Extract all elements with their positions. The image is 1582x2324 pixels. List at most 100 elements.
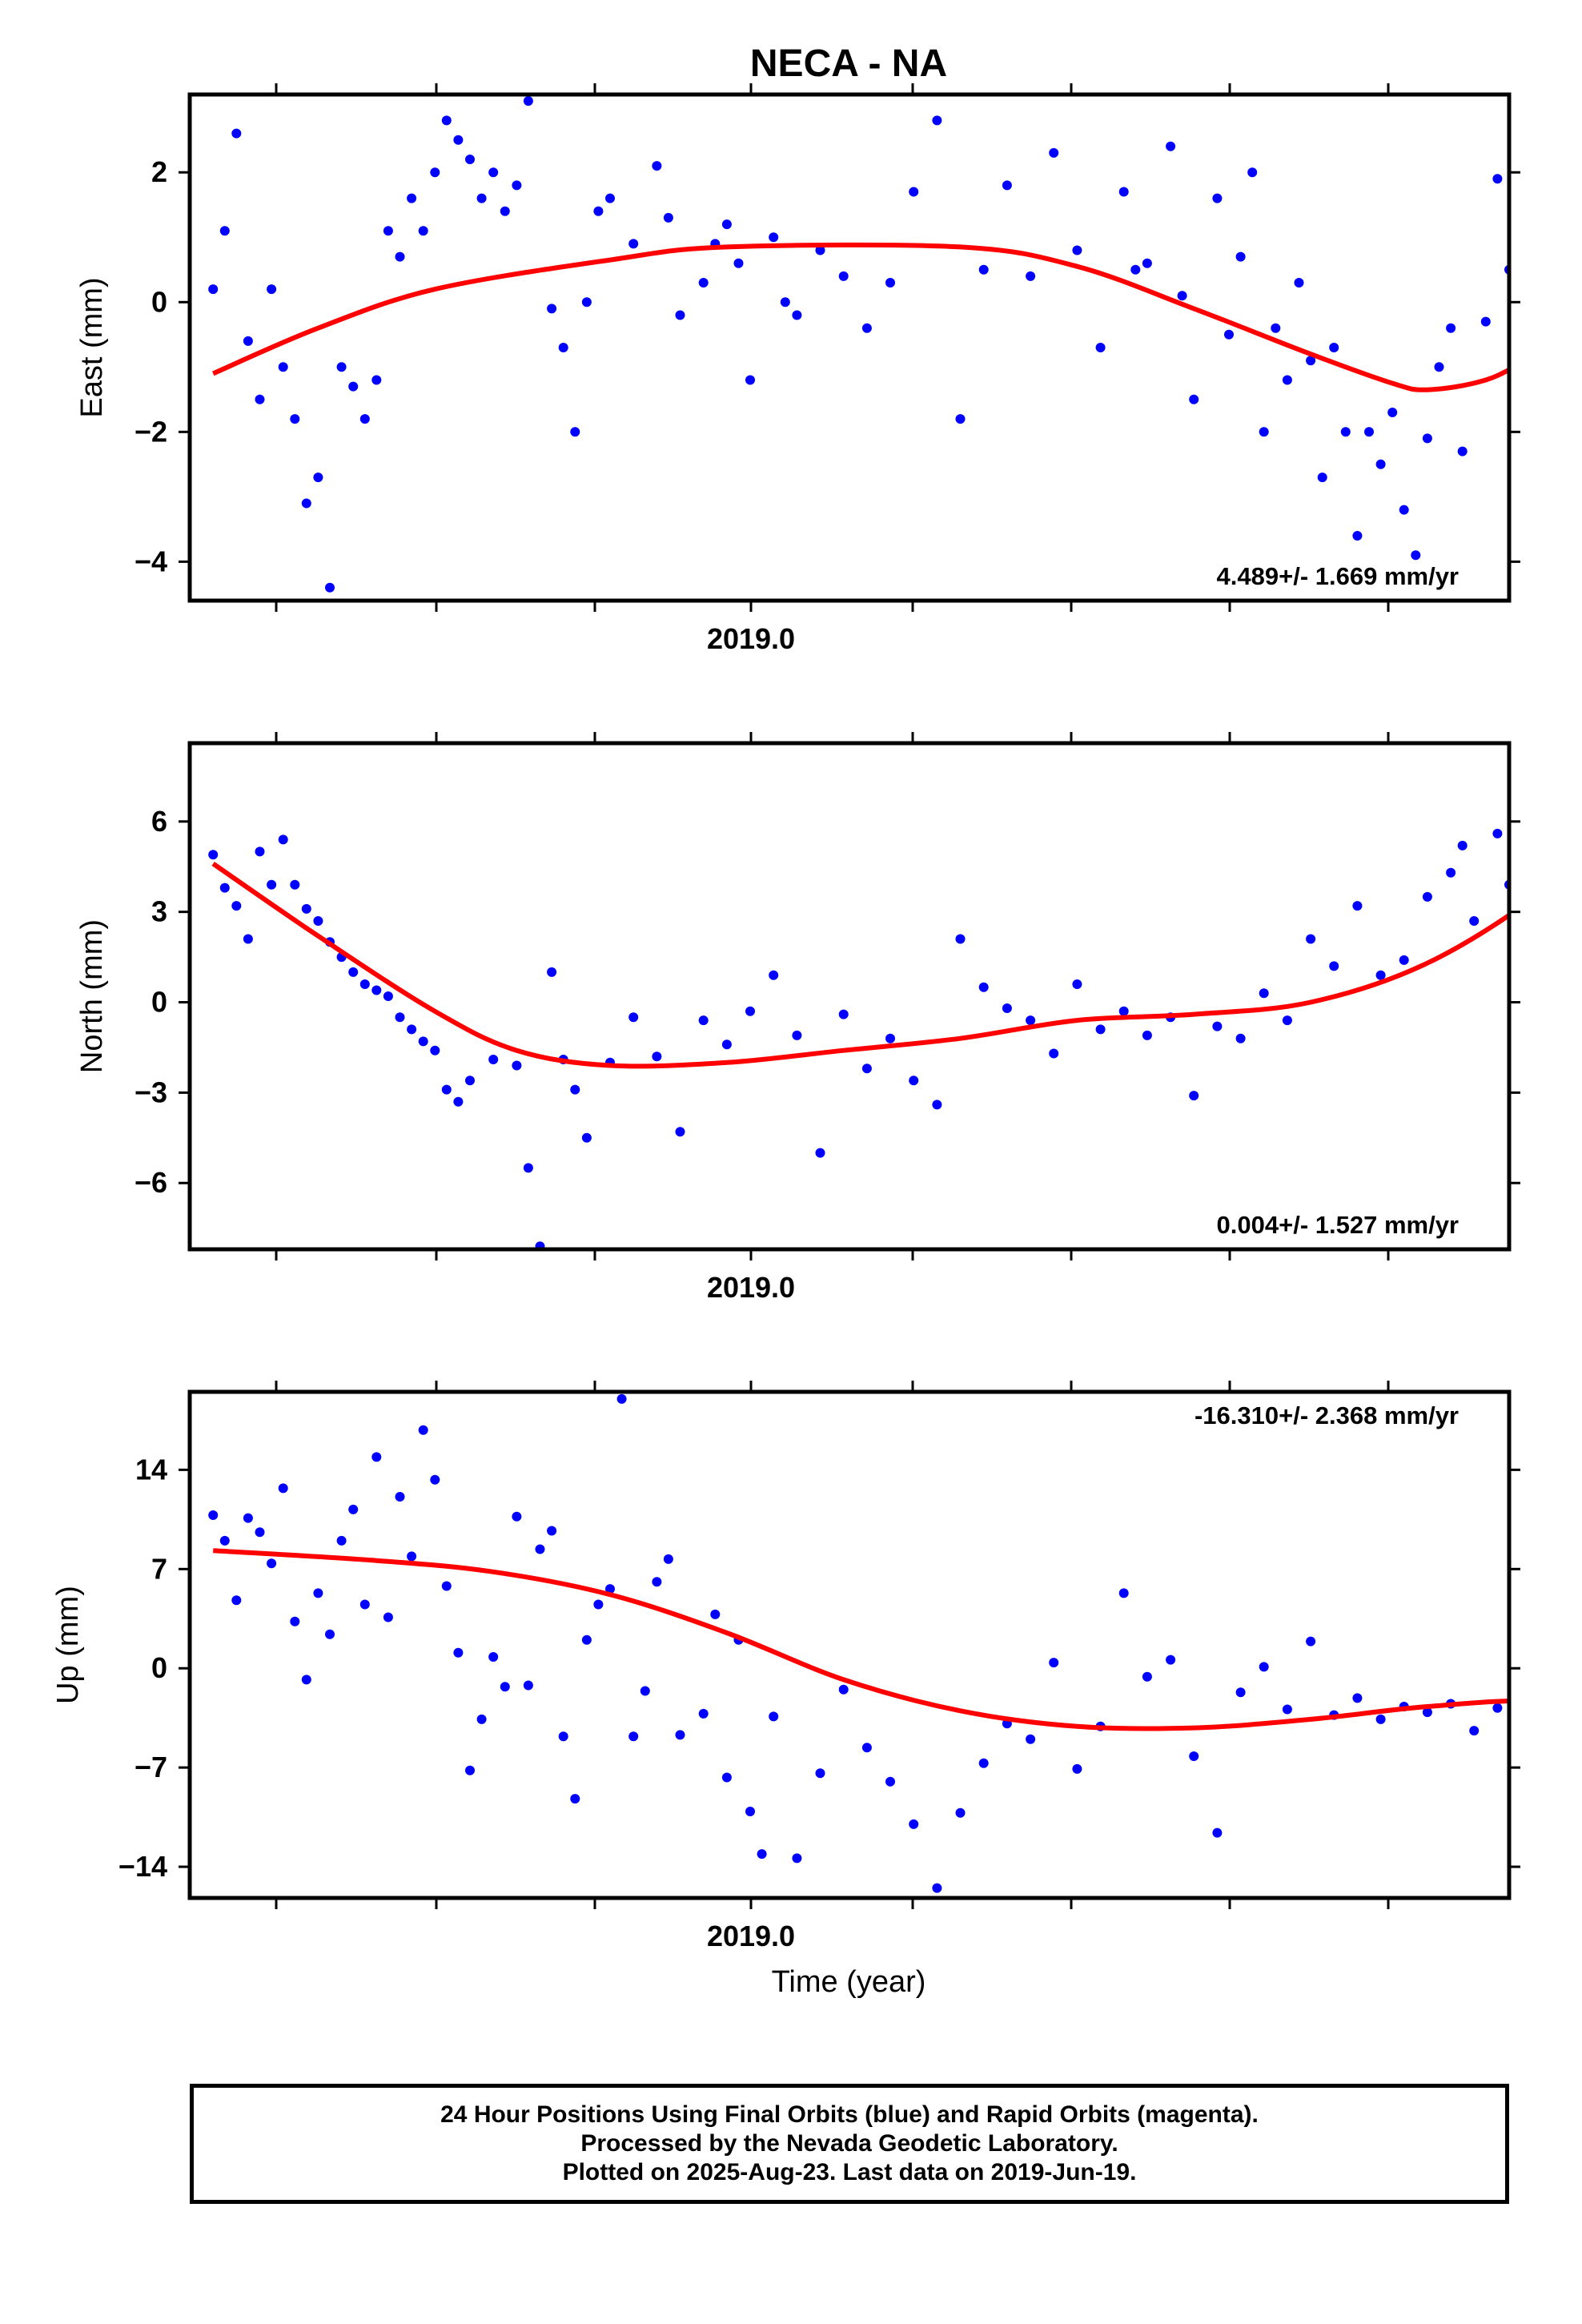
east-point [255, 394, 265, 404]
east-point [383, 226, 393, 236]
east-point [1434, 362, 1444, 372]
east-point [1457, 446, 1468, 456]
up-point [593, 1599, 604, 1610]
up-point [721, 1772, 732, 1783]
up-point [698, 1708, 709, 1719]
up-point [1259, 1662, 1269, 1672]
east-point [1411, 550, 1421, 561]
up-points [208, 1393, 1549, 1893]
up-point [932, 1883, 942, 1893]
east-point [815, 245, 825, 255]
east-point [395, 251, 405, 262]
up-point [301, 1675, 311, 1685]
north-point [745, 1006, 755, 1016]
north-point [441, 1084, 452, 1095]
up-y-tick-label: −14 [118, 1850, 167, 1883]
north-point [418, 1036, 428, 1047]
north-point [1528, 798, 1537, 808]
up-point [267, 1558, 277, 1569]
east-point [1375, 459, 1386, 469]
panel-north: 2019.0 −6 −3 0 3 6 North (mm) 0.004+/- 1.527 mm… [75, 732, 1582, 1304]
east-point [780, 297, 790, 308]
east-point [313, 472, 323, 483]
up-point [219, 1535, 230, 1546]
east-point [301, 498, 311, 509]
north-point [1282, 1015, 1292, 1026]
east-point [231, 128, 242, 139]
north-point [1446, 867, 1456, 878]
up-point [1540, 1757, 1549, 1767]
up-point [500, 1682, 510, 1692]
north-point [1575, 829, 1582, 838]
east-point [1271, 323, 1281, 333]
up-point [371, 1452, 382, 1462]
up-point [1166, 1655, 1176, 1665]
east-point [243, 336, 253, 346]
east-point [441, 115, 452, 126]
north-point [395, 1012, 405, 1023]
panel-east: 2019.0 −4 −2 0 2 East (mm) 4.489+/- 1.669 mm/y… [75, 83, 1572, 655]
up-point [745, 1807, 755, 1816]
up-point [663, 1554, 673, 1564]
up-point [1212, 1827, 1223, 1838]
north-point [698, 1015, 709, 1026]
north-point [453, 1096, 464, 1107]
up-point [348, 1504, 359, 1514]
north-point [313, 916, 323, 926]
up-point [476, 1714, 487, 1724]
up-y-axis-label: Up (mm) [51, 1586, 85, 1704]
up-point [570, 1794, 580, 1804]
east-point [1130, 264, 1141, 275]
north-y-tick-label: 0 [151, 986, 167, 1019]
north-point [978, 982, 989, 992]
up-point [278, 1483, 288, 1494]
up-point [1072, 1763, 1082, 1774]
up-point [313, 1588, 323, 1598]
up-point [616, 1393, 627, 1404]
east-point [955, 414, 966, 424]
x-axis-label: Time (year) [772, 1965, 926, 1999]
east-point [1480, 316, 1491, 327]
north-point [1399, 955, 1409, 965]
east-point [663, 212, 673, 223]
north-point [243, 934, 253, 944]
east-point [1563, 330, 1572, 340]
north-point [885, 1033, 895, 1043]
up-point [1352, 1693, 1363, 1703]
east-point [581, 297, 592, 308]
up-point [336, 1535, 347, 1546]
up-point [1422, 1707, 1432, 1718]
east-point [290, 414, 300, 424]
east-point [465, 155, 475, 164]
up-point [838, 1684, 849, 1695]
north-point [675, 1127, 685, 1137]
up-point [1469, 1726, 1480, 1736]
east-point [1212, 193, 1223, 203]
north-point [1026, 1015, 1036, 1026]
up-point [547, 1526, 557, 1536]
east-point [500, 206, 510, 216]
up-fit-line [213, 1548, 1509, 1731]
north-point [488, 1055, 499, 1064]
north-point [1375, 970, 1386, 980]
north-point [628, 1012, 639, 1023]
up-point [640, 1686, 650, 1696]
east-point [1049, 147, 1059, 158]
east-point [1189, 394, 1199, 404]
north-x-tick-label: 2019.0 [707, 1271, 795, 1304]
north-point [1352, 901, 1363, 911]
north-point [1469, 916, 1480, 926]
east-point [769, 232, 779, 243]
north-point [359, 979, 370, 989]
up-y-tick-label: 0 [151, 1651, 167, 1684]
up-point [628, 1731, 639, 1742]
east-point [1072, 245, 1082, 255]
east-point [1095, 343, 1106, 352]
north-point [290, 879, 300, 890]
up-point [885, 1776, 895, 1787]
east-point [1259, 427, 1269, 437]
north-point [1422, 891, 1432, 902]
north-point [1306, 934, 1316, 944]
north-y-tick-label: 6 [151, 805, 167, 838]
east-point [792, 310, 802, 320]
